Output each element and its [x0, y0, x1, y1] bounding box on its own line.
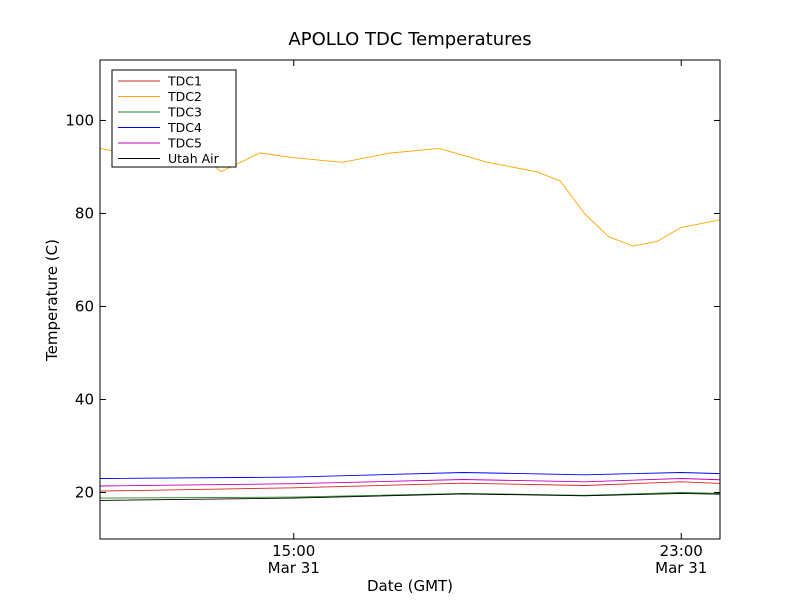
y-tick-label: 60	[75, 297, 94, 315]
legend-label: TDC2	[167, 89, 202, 104]
y-tick-label: 40	[75, 390, 94, 408]
x-tick-label-date: Mar 31	[268, 559, 320, 577]
x-axis-label: Date (GMT)	[367, 577, 453, 595]
x-tick-label-time: 15:00	[272, 542, 315, 560]
legend-box	[111, 69, 237, 168]
y-tick-label: 100	[65, 111, 94, 129]
series-line-utah-air	[100, 492, 720, 501]
legend-label: TDC4	[167, 120, 202, 135]
x-tick-label-date: Mar 31	[655, 559, 707, 577]
legend-label: TDC3	[167, 105, 202, 120]
series-line-tdc1	[100, 481, 720, 492]
series-line-tdc3	[100, 492, 720, 499]
y-tick-label: 20	[75, 483, 94, 501]
series-line-tdc2	[100, 133, 720, 247]
legend-label: Utah Air	[168, 151, 220, 166]
series-line-tdc4	[100, 472, 720, 479]
legend-label: TDC5	[167, 136, 202, 151]
series-layer	[100, 133, 720, 501]
x-tick-label-time: 23:00	[660, 542, 703, 560]
series-line-tdc5	[100, 478, 720, 487]
y-axis-label: Temperature (C)	[43, 239, 61, 362]
y-tick-label: 80	[75, 204, 94, 222]
chart-title: APOLLO TDC Temperatures	[288, 29, 531, 50]
legend-label: TDC1	[167, 74, 202, 89]
plot-area-frame	[99, 59, 721, 540]
